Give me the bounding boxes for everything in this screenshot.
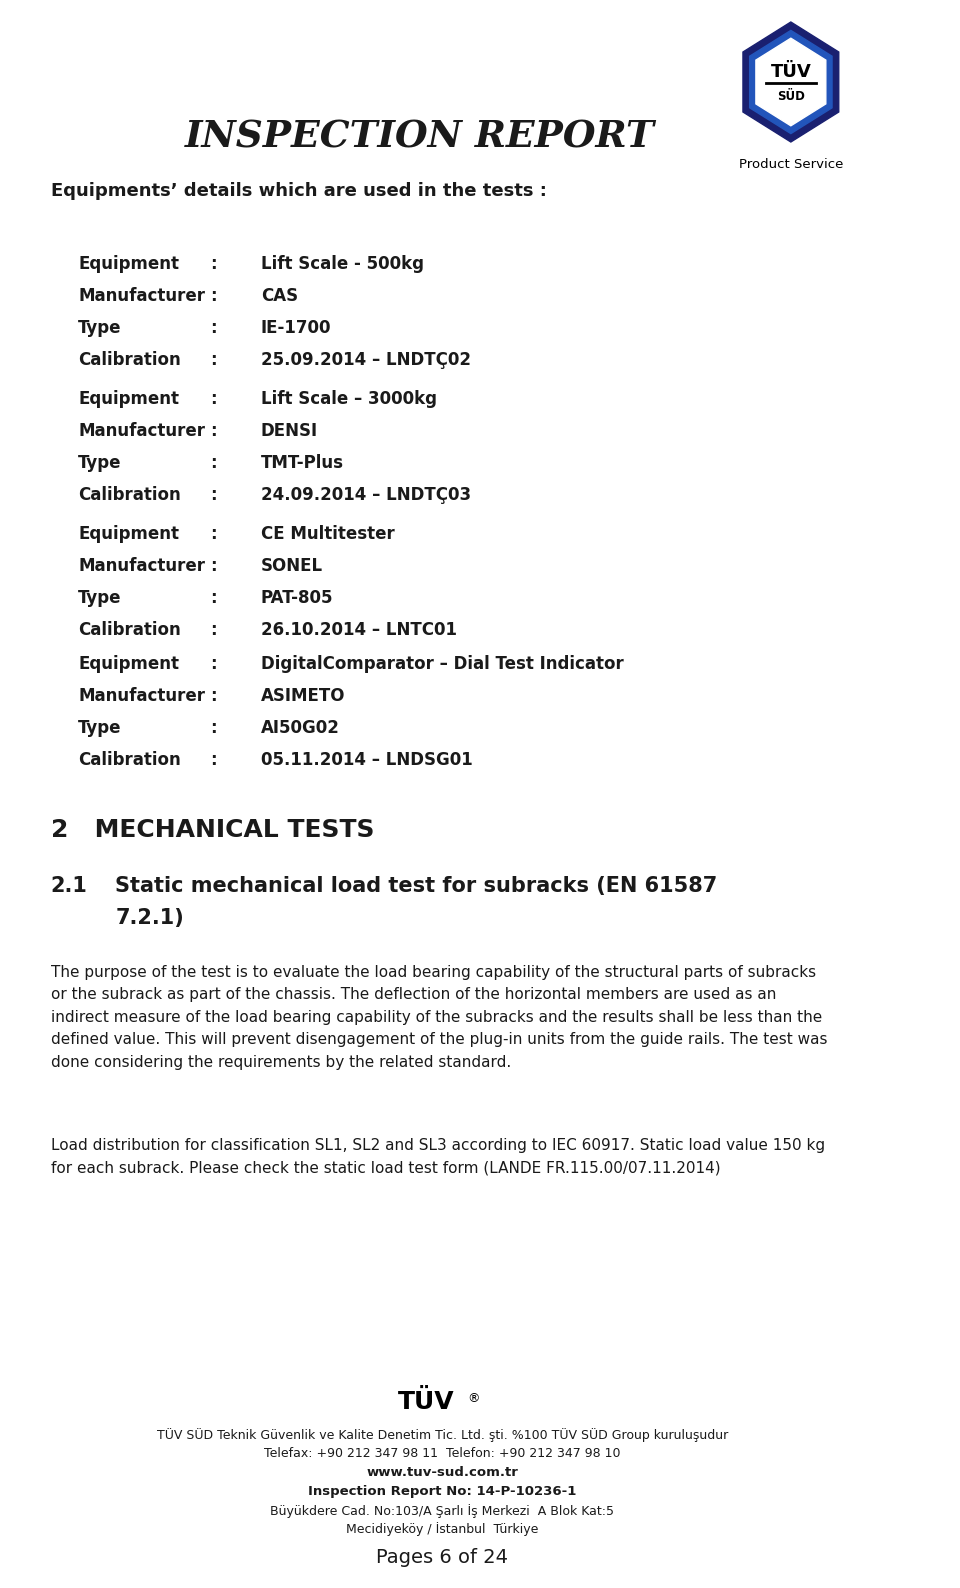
Text: :: :	[210, 391, 217, 408]
Text: Type: Type	[79, 454, 122, 472]
Text: Calibration: Calibration	[79, 751, 181, 769]
Text: :: :	[210, 654, 217, 673]
Text: :: :	[210, 751, 217, 769]
Polygon shape	[743, 22, 839, 141]
Text: Manufacturer: Manufacturer	[79, 287, 205, 305]
Text: TMT-Plus: TMT-Plus	[261, 454, 344, 472]
Text: :: :	[210, 526, 217, 543]
Text: Calibration: Calibration	[79, 351, 181, 368]
Text: Type: Type	[79, 719, 122, 737]
Polygon shape	[756, 38, 826, 125]
Text: 7.2.1): 7.2.1)	[115, 908, 184, 927]
Text: :: :	[210, 256, 217, 273]
Text: Manufacturer: Manufacturer	[79, 422, 205, 440]
Text: Product Service: Product Service	[738, 157, 843, 172]
Text: TÜV SÜD Teknik Güvenlik ve Kalite Denetim Tic. Ltd. şti. %100 TÜV SÜD Group kuru: TÜV SÜD Teknik Güvenlik ve Kalite Deneti…	[156, 1428, 728, 1442]
Text: CE Multitester: CE Multitester	[261, 526, 395, 543]
Text: PAT-805: PAT-805	[261, 589, 333, 607]
Text: Inspection Report No: 14-P-10236-1: Inspection Report No: 14-P-10236-1	[308, 1485, 577, 1497]
Text: :: :	[210, 319, 217, 337]
Text: Manufacturer: Manufacturer	[79, 557, 205, 575]
Text: 2   MECHANICAL TESTS: 2 MECHANICAL TESTS	[51, 818, 374, 842]
Text: TÜV: TÜV	[771, 64, 811, 81]
Text: :: :	[210, 486, 217, 503]
Text: :: :	[210, 557, 217, 575]
Text: Equipment: Equipment	[79, 654, 180, 673]
Text: :: :	[210, 287, 217, 305]
Text: Equipment: Equipment	[79, 526, 180, 543]
Text: Type: Type	[79, 319, 122, 337]
Text: SONEL: SONEL	[261, 557, 323, 575]
Text: Equipment: Equipment	[79, 256, 180, 273]
Text: 2.1: 2.1	[51, 877, 87, 896]
Text: DigitalComparator – Dial Test Indicator: DigitalComparator – Dial Test Indicator	[261, 654, 624, 673]
Text: Calibration: Calibration	[79, 486, 181, 503]
Text: IE-1700: IE-1700	[261, 319, 331, 337]
Text: Type: Type	[79, 589, 122, 607]
Text: Lift Scale - 500kg: Lift Scale - 500kg	[261, 256, 424, 273]
Text: Load distribution for classification SL1, SL2 and SL3 according to IEC 60917. St: Load distribution for classification SL1…	[51, 1139, 825, 1175]
Text: :: :	[210, 621, 217, 638]
Text: Static mechanical load test for subracks (EN 61587: Static mechanical load test for subracks…	[115, 877, 717, 896]
Text: Mecidiyeköy / İstanbul  Türkiye: Mecidiyeköy / İstanbul Türkiye	[347, 1521, 539, 1536]
Text: 05.11.2014 – LNDSG01: 05.11.2014 – LNDSG01	[261, 751, 472, 769]
Text: :: :	[210, 719, 217, 737]
Text: Lift Scale – 3000kg: Lift Scale – 3000kg	[261, 391, 437, 408]
Text: INSPECTION REPORT: INSPECTION REPORT	[184, 118, 655, 156]
Text: The purpose of the test is to evaluate the load bearing capability of the struct: The purpose of the test is to evaluate t…	[51, 966, 828, 1070]
Text: Pages 6 of 24: Pages 6 of 24	[376, 1548, 509, 1567]
Text: :: :	[210, 688, 217, 705]
Text: TÜV: TÜV	[397, 1390, 454, 1413]
Text: CAS: CAS	[261, 287, 298, 305]
Text: :: :	[210, 422, 217, 440]
Text: :: :	[210, 351, 217, 368]
Text: Calibration: Calibration	[79, 621, 181, 638]
Text: ®: ®	[468, 1393, 480, 1405]
Text: 25.09.2014 – LNDTÇ02: 25.09.2014 – LNDTÇ02	[261, 351, 470, 368]
Text: www.tuv-sud.com.tr: www.tuv-sud.com.tr	[367, 1466, 518, 1478]
Text: Equipment: Equipment	[79, 391, 180, 408]
Polygon shape	[750, 30, 832, 133]
Text: Manufacturer: Manufacturer	[79, 688, 205, 705]
Text: :: :	[210, 589, 217, 607]
Text: Equipments’ details which are used in the tests :: Equipments’ details which are used in th…	[51, 183, 546, 200]
Text: 24.09.2014 – LNDTÇ03: 24.09.2014 – LNDTÇ03	[261, 486, 471, 503]
Text: SÜD: SÜD	[777, 91, 804, 103]
Text: DENSI: DENSI	[261, 422, 318, 440]
Text: AI50G02: AI50G02	[261, 719, 340, 737]
Text: 26.10.2014 – LNTC01: 26.10.2014 – LNTC01	[261, 621, 457, 638]
Text: Telefax: +90 212 347 98 11  Telefon: +90 212 347 98 10: Telefax: +90 212 347 98 11 Telefon: +90 …	[264, 1447, 621, 1459]
Text: ASIMETO: ASIMETO	[261, 688, 346, 705]
Text: :: :	[210, 454, 217, 472]
Text: Büyükdere Cad. No:103/A Şarlı İş Merkezi  A Blok Kat:5: Büyükdere Cad. No:103/A Şarlı İş Merkezi…	[271, 1504, 614, 1518]
